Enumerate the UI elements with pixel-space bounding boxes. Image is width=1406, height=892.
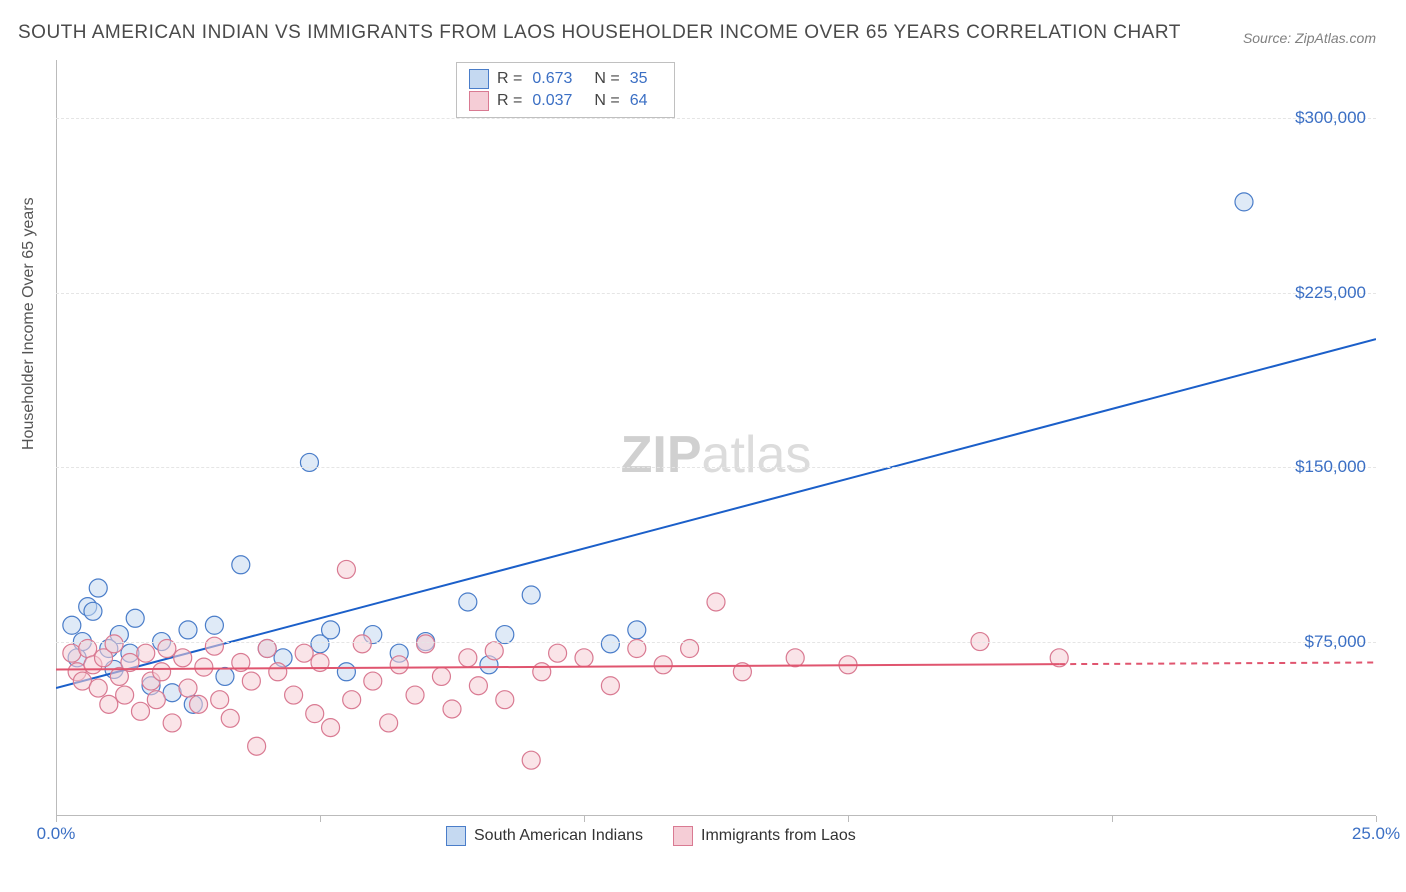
- swatch-pink-icon: [673, 826, 693, 846]
- gridline: [56, 293, 1376, 294]
- data-point: [380, 714, 398, 732]
- y-tick-label: $150,000: [1295, 457, 1366, 477]
- y-axis-label: Householder Income Over 65 years: [20, 197, 38, 450]
- data-point: [63, 616, 81, 634]
- series-name-blue: South American Indians: [474, 827, 643, 845]
- data-point: [496, 691, 514, 709]
- data-point: [232, 556, 250, 574]
- swatch-blue-icon: [446, 826, 466, 846]
- plot-svg: [56, 60, 1376, 850]
- series-legend: South American Indians Immigrants from L…: [446, 826, 856, 846]
- data-point: [786, 649, 804, 667]
- source-label: Source: ZipAtlas.com: [1243, 30, 1376, 46]
- legend-item-pink: Immigrants from Laos: [673, 826, 856, 846]
- x-tick-mark: [1112, 816, 1113, 822]
- data-point: [353, 635, 371, 653]
- data-point: [179, 621, 197, 639]
- data-point: [105, 635, 123, 653]
- trend-line: [56, 339, 1376, 688]
- x-tick-mark: [584, 816, 585, 822]
- data-point: [406, 686, 424, 704]
- data-point: [364, 672, 382, 690]
- data-point: [337, 663, 355, 681]
- data-point: [211, 691, 229, 709]
- data-point: [163, 714, 181, 732]
- data-point: [300, 453, 318, 471]
- x-tick-label: 0.0%: [37, 824, 76, 844]
- data-point: [533, 663, 551, 681]
- data-point: [390, 656, 408, 674]
- data-point: [469, 677, 487, 695]
- data-point: [153, 663, 171, 681]
- data-point: [285, 686, 303, 704]
- data-point: [322, 621, 340, 639]
- data-point: [147, 691, 165, 709]
- data-point: [459, 593, 477, 611]
- data-point: [116, 686, 134, 704]
- data-point: [654, 656, 672, 674]
- data-point: [84, 602, 102, 620]
- data-point: [269, 663, 287, 681]
- scatter-plot: ZIPatlas R = 0.673 N = 35 R = 0.037 N = …: [56, 60, 1376, 850]
- data-point: [126, 609, 144, 627]
- gridline: [56, 642, 1376, 643]
- data-point: [221, 709, 239, 727]
- y-tick-label: $225,000: [1295, 283, 1366, 303]
- data-point: [601, 635, 619, 653]
- data-point: [601, 677, 619, 695]
- data-point: [248, 737, 266, 755]
- data-point: [485, 642, 503, 660]
- data-point: [459, 649, 477, 667]
- data-point: [522, 751, 540, 769]
- data-point: [174, 649, 192, 667]
- data-point: [216, 667, 234, 685]
- data-point: [205, 616, 223, 634]
- data-point: [295, 644, 313, 662]
- data-point: [190, 695, 208, 713]
- chart-title: SOUTH AMERICAN INDIAN VS IMMIGRANTS FROM…: [18, 22, 1181, 44]
- data-point: [205, 637, 223, 655]
- y-tick-label: $300,000: [1295, 108, 1366, 128]
- data-point: [522, 586, 540, 604]
- data-point: [242, 672, 260, 690]
- data-point: [1235, 193, 1253, 211]
- legend-item-blue: South American Indians: [446, 826, 643, 846]
- data-point: [443, 700, 461, 718]
- trend-line-dashed: [1059, 662, 1376, 664]
- data-point: [322, 719, 340, 737]
- data-point: [89, 579, 107, 597]
- data-point: [628, 621, 646, 639]
- gridline: [56, 118, 1376, 119]
- data-point: [100, 695, 118, 713]
- data-point: [417, 635, 435, 653]
- data-point: [575, 649, 593, 667]
- gridline: [56, 467, 1376, 468]
- x-tick-label: 25.0%: [1352, 824, 1400, 844]
- data-point: [131, 702, 149, 720]
- data-point: [432, 667, 450, 685]
- data-point: [306, 705, 324, 723]
- x-tick-mark: [56, 816, 57, 822]
- data-point: [63, 644, 81, 662]
- y-tick-label: $75,000: [1305, 632, 1366, 652]
- x-tick-mark: [848, 816, 849, 822]
- x-tick-mark: [320, 816, 321, 822]
- series-name-pink: Immigrants from Laos: [701, 827, 856, 845]
- data-point: [549, 644, 567, 662]
- data-point: [337, 560, 355, 578]
- data-point: [195, 658, 213, 676]
- data-point: [179, 679, 197, 697]
- data-point: [343, 691, 361, 709]
- data-point: [137, 644, 155, 662]
- x-tick-mark: [1376, 816, 1377, 822]
- data-point: [707, 593, 725, 611]
- data-point: [89, 679, 107, 697]
